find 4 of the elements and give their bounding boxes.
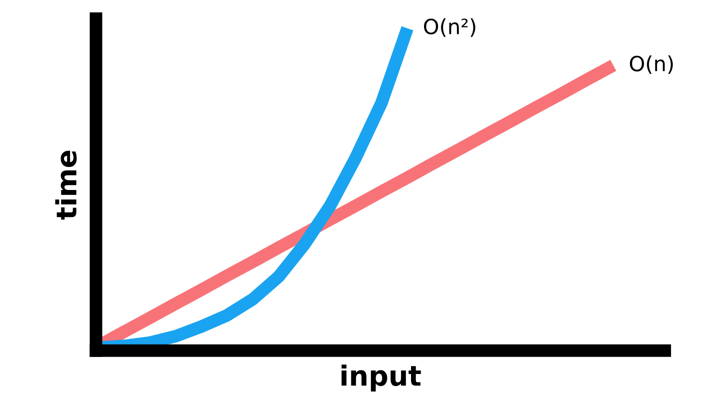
x-axis-title: input: [342, 364, 421, 392]
y-axis-title: time: [55, 150, 77, 220]
series-label: O(n²): [424, 18, 476, 37]
series-label: O(n): [630, 55, 673, 74]
